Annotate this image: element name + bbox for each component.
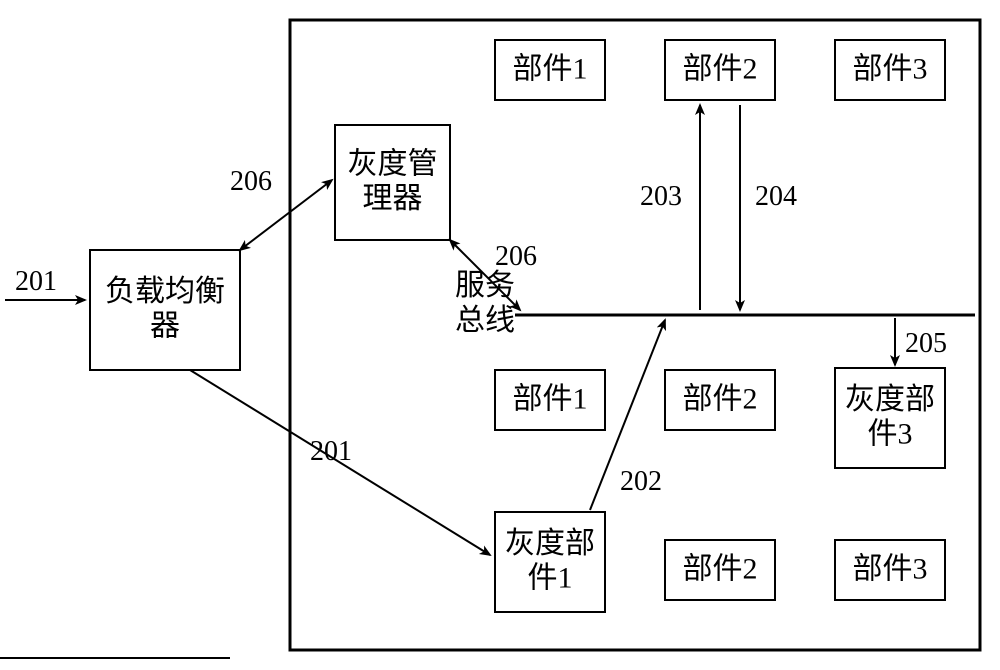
box-label-gray_comp3-0: 灰度部 <box>845 383 935 416</box>
box-label-load_balancer-0: 负载均衡 <box>105 275 225 308</box>
box-label-comp3_bot-0: 部件3 <box>853 552 928 585</box>
box-label-comp2_bot-0: 部件2 <box>683 552 758 585</box>
box-label-gray_mgr-0: 灰度管 <box>348 148 438 181</box>
edge-label-l201_dn: 201 <box>310 436 352 467</box>
box-label-gray_mgr-1: 理器 <box>363 182 423 215</box>
box-label-comp1_mid-0: 部件1 <box>513 382 588 415</box>
edge-label-l205: 205 <box>905 328 947 359</box>
edge-label-l206_bus: 206 <box>495 241 537 272</box>
edge-label-l203: 203 <box>640 181 682 212</box>
edge-label-l202: 202 <box>620 466 662 497</box>
edge-label-l201_in: 201 <box>15 266 57 297</box>
service-bus-label-2: 总线 <box>455 304 515 337</box>
box-label-comp1_top-0: 部件1 <box>513 52 588 85</box>
edge-label-l206_top: 206 <box>230 166 272 197</box>
box-label-gray_comp3-1: 件3 <box>868 418 913 451</box>
box-label-load_balancer-1: 器 <box>150 310 180 343</box>
box-label-comp2_mid-0: 部件2 <box>683 382 758 415</box>
box-label-gray_comp1-1: 件1 <box>528 562 573 595</box>
edge-label-l204: 204 <box>755 181 797 212</box>
box-label-comp3_top-0: 部件3 <box>853 52 928 85</box>
box-label-gray_comp1-0: 灰度部 <box>505 527 595 560</box>
box-label-comp2_top-0: 部件2 <box>683 52 758 85</box>
